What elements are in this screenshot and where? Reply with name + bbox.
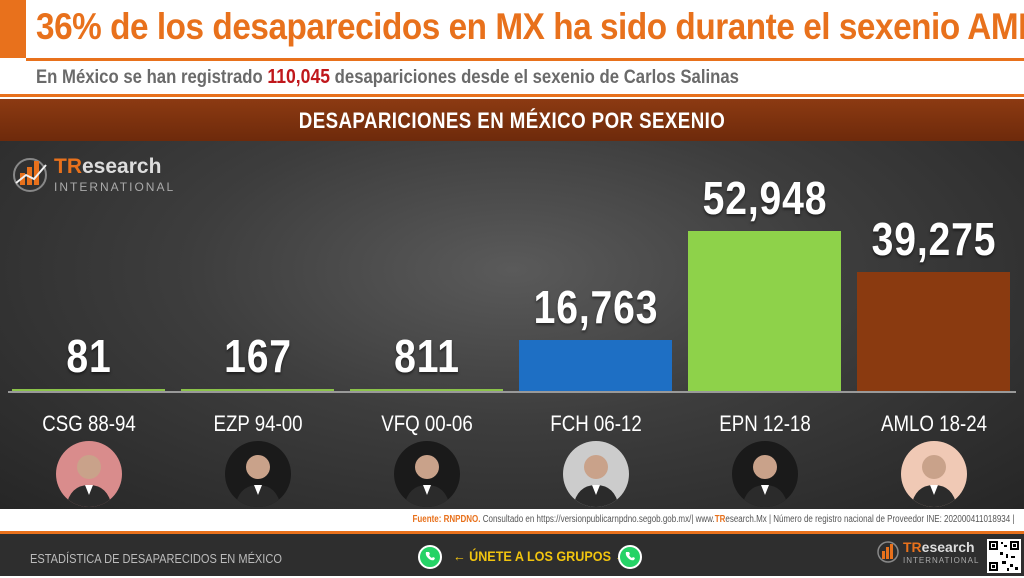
category-label-csg: CSG 88-94: [41, 411, 136, 436]
person-icon: [741, 455, 788, 507]
category-label-ezp: EZP 94-00: [212, 411, 303, 436]
logo-tagline: INTERNATIONAL: [903, 556, 980, 565]
chart-area: TResearch INTERNATIONAL 81 CSG 88-94 167 EZ…: [0, 141, 1024, 509]
qr-icon: [989, 541, 1019, 571]
value-label-csg: 81: [65, 330, 112, 382]
logo-rest: esearch: [82, 155, 162, 178]
header: 36% de los desaparecidos en MX ha sido d…: [0, 0, 1024, 97]
avatar-fch: [562, 441, 629, 507]
person-icon: [403, 455, 450, 507]
category-label-epn: EPN 12-18: [718, 411, 811, 436]
chart-banner: DESAPARICIONES EN MÉXICO POR SEXENIO: [0, 99, 1024, 141]
join-groups-link[interactable]: ← ÚNETE A LOS GRUPOS →: [415, 542, 645, 572]
tresearch-logo: TResearch INTERNATIONAL: [8, 153, 173, 206]
header-accent: [0, 0, 26, 58]
category-label-amlo: AMLO 18-24: [880, 411, 987, 436]
avatar-epn: [731, 441, 798, 507]
source-label: Fuente:: [412, 514, 441, 525]
logo-tr: TR: [903, 539, 922, 555]
logo-icon: [13, 158, 47, 192]
bar-ezp: [181, 389, 334, 391]
footer: ESTADÍSTICA DE DESAPARECIDOS EN MÉXICO ←…: [0, 531, 1024, 576]
subtitle-total: 110,045: [267, 66, 331, 88]
chart-title: DESAPARICIONES EN MÉXICO POR SEXENIO: [298, 108, 726, 133]
logo-rest: esearch: [921, 539, 975, 555]
value-label-vfq: 811: [393, 329, 460, 382]
source-body: Consultado en https://versionpublicarnpd…: [482, 514, 715, 525]
subtitle: En México se han registrado 110,045 desa…: [36, 66, 739, 89]
source-text: Fuente: RNPDNO. Consultado en https://ve…: [412, 514, 1014, 525]
person-icon: [234, 455, 281, 507]
value-label-fch: 16,763: [533, 281, 658, 334]
tresearch-logo-footer: TResearch INTERNATIONAL: [875, 539, 978, 570]
logo-tr: TR: [54, 155, 82, 178]
divider: [26, 58, 1024, 61]
category-label-vfq: VFQ 00-06: [380, 411, 473, 436]
bar-csg: [12, 389, 165, 391]
avatar-ezp: [224, 441, 291, 507]
avatar-csg: [55, 441, 122, 507]
bar-fch: [519, 340, 672, 391]
value-label-ezp: 167: [223, 330, 292, 382]
whatsapp-icon: [618, 545, 642, 569]
bar-amlo: [857, 272, 1010, 391]
join-label: ← ÚNETE A LOS GRUPOS →: [453, 548, 628, 564]
bar-vfq: [350, 388, 503, 391]
qr-code[interactable]: [987, 539, 1021, 573]
bar-epn: [688, 231, 841, 391]
source-site-tr: TR: [714, 514, 725, 525]
whatsapp-icon: [418, 545, 442, 569]
source-org: RNPDNO.: [443, 514, 481, 525]
value-label-amlo: 39,275: [871, 213, 996, 266]
avatar-vfq: [393, 441, 460, 507]
source-site-rest: esearch.Mx | Número de registro nacional…: [724, 514, 1014, 525]
value-label-epn: 52,948: [702, 172, 827, 224]
logo-icon: [877, 541, 899, 563]
logo-tagline: INTERNATIONAL: [54, 180, 176, 194]
avatar-amlo: [900, 441, 967, 507]
divider: [0, 94, 1024, 97]
page-title: 36% de los desaparecidos en MX ha sido d…: [36, 6, 1024, 47]
person-icon: [65, 455, 112, 507]
source-strip: Fuente: RNPDNO. Consultado en https://ve…: [0, 509, 1024, 531]
subtitle-pre: En México se han registrado: [36, 67, 263, 88]
subtitle-post: desapariciones desde el sexenio de Carlo…: [334, 67, 739, 88]
person-icon: [910, 455, 957, 507]
baseline: [8, 391, 1016, 393]
footer-caption: ESTADÍSTICA DE DESAPARECIDOS EN MÉXICO: [30, 551, 282, 566]
person-icon: [572, 455, 619, 507]
category-label-fch: FCH 06-12: [549, 411, 642, 436]
